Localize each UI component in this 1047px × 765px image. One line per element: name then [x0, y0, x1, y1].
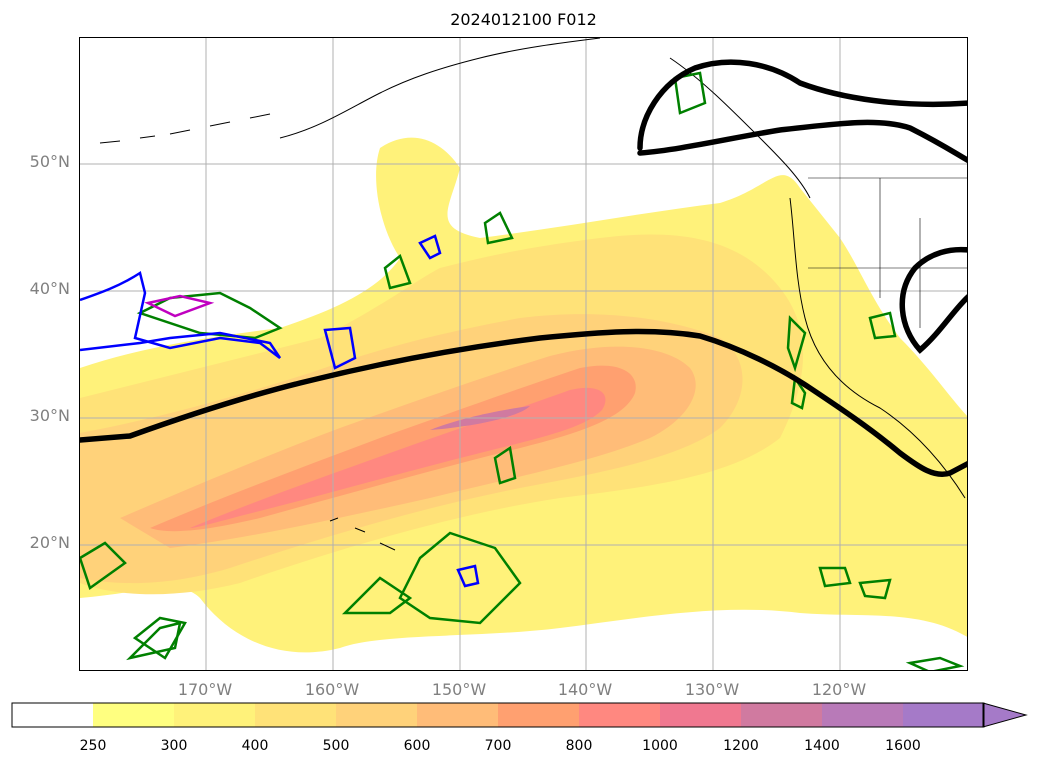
map-title: 2024012100 F012: [450, 10, 597, 29]
lon-label-130w: 130°W: [684, 680, 740, 699]
colorbar-cell: [93, 703, 174, 727]
colorbar-cell: [741, 703, 822, 727]
green-contour: [483, 211, 514, 245]
blue-contour: [418, 234, 442, 260]
colorbar-tick-label: 500: [322, 738, 350, 754]
green-contour: [398, 531, 522, 625]
colorbar-tick-label: 400: [241, 738, 269, 754]
green-contour: [132, 616, 187, 660]
state-borders: [808, 177, 967, 328]
shading-layers: [80, 137, 967, 653]
green-contour: [868, 311, 897, 340]
green-contour: [383, 253, 412, 290]
colorbar-tick-label: 1200: [723, 738, 759, 754]
colorbar-cell: [903, 703, 984, 727]
green-contour: [341, 576, 413, 615]
ridge-contour-north: [637, 59, 967, 151]
blue-contour: [323, 326, 357, 370]
colorbar-cell: [12, 703, 93, 727]
green-contour: [818, 566, 852, 588]
black-contours: [80, 59, 967, 477]
blue-contours: [80, 234, 480, 588]
coastlines: [99, 38, 967, 551]
lon-label-120w: 120°W: [811, 680, 867, 699]
lon-label-160w: 160°W: [304, 680, 360, 699]
colorbar-cell: [255, 703, 336, 727]
lat-label-30: 30°N: [29, 406, 70, 425]
colorbar-outline: [11, 702, 985, 728]
lon-label-140w: 140°W: [557, 680, 613, 699]
lat-label-40: 40°N: [29, 279, 70, 298]
lon-label-170w: 170°W: [177, 680, 233, 699]
gridlines: [80, 38, 967, 670]
aleutian-islands: [99, 113, 271, 144]
colorbar-cell: [660, 703, 741, 727]
bc-coast: [669, 57, 811, 199]
blue-contour: [80, 270, 282, 359]
colorbar-cell: [417, 703, 498, 727]
ridge-contour-inner: [637, 119, 967, 164]
colorbar-tick-label: 800: [565, 738, 593, 754]
lat-label-20: 20°N: [29, 533, 70, 552]
lat-label-50: 50°N: [29, 152, 70, 171]
colorbar-cell: [174, 703, 255, 727]
map-canvas: [80, 38, 967, 670]
colorbar-tick-label: 700: [484, 738, 512, 754]
green-contour: [786, 315, 807, 373]
colorbar-cells: [11, 702, 1028, 728]
green-contour: [858, 578, 892, 600]
west-coast: [789, 197, 966, 499]
green-contour: [673, 71, 707, 115]
blue-contour: [456, 564, 480, 588]
green-contour: [790, 374, 807, 410]
hawaii-islands: [329, 517, 396, 551]
colorbar-tick-label: 600: [403, 738, 431, 754]
colorbar-tick-label: 250: [79, 738, 107, 754]
lon-label-150w: 150°W: [431, 680, 487, 699]
colorbar-tick-label: 1400: [804, 738, 840, 754]
alaska-coast: [279, 38, 601, 139]
colorbar-extend-max: [982, 702, 1028, 728]
green-contour: [493, 445, 517, 485]
colorbar-tick-label: 1600: [885, 738, 921, 754]
magenta-contours: [144, 294, 215, 318]
colorbar: [11, 702, 1028, 728]
colorbar-tick-label: 1000: [642, 738, 678, 754]
colorbar-cell: [498, 703, 579, 727]
jet-axis-line: [80, 328, 967, 477]
colorbar-cell: [822, 703, 903, 727]
shading-700: [150, 365, 636, 532]
colorbar-cell: [336, 703, 417, 727]
map-panel: [79, 37, 968, 671]
colorbar-cell: [579, 703, 660, 727]
shading-800: [190, 387, 606, 528]
low-contour-east: [899, 246, 967, 354]
green-contour: [905, 656, 965, 670]
magenta-contour: [144, 294, 215, 318]
colorbar-tick-label: 300: [160, 738, 188, 754]
green-contour: [80, 541, 127, 591]
